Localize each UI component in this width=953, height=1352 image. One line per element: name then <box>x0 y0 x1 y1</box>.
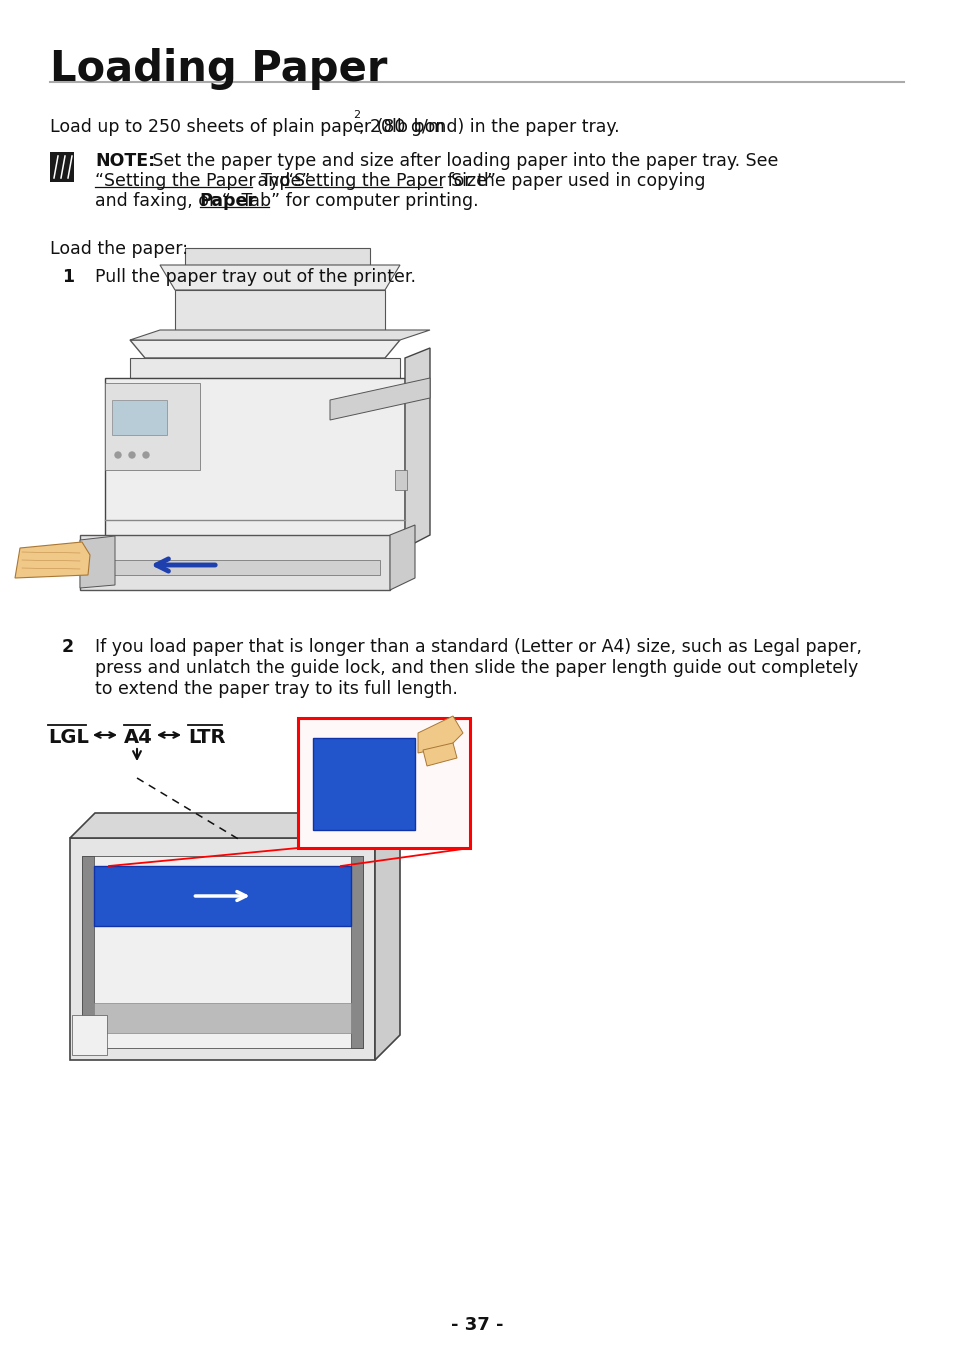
Polygon shape <box>82 856 363 1048</box>
Polygon shape <box>130 339 399 358</box>
Bar <box>297 718 470 848</box>
Text: for the paper used in copying: for the paper used in copying <box>441 172 705 191</box>
Text: Paper: Paper <box>199 192 256 210</box>
Text: press and unlatch the guide lock, and then slide the paper length guide out comp: press and unlatch the guide lock, and th… <box>95 658 858 677</box>
Text: 1: 1 <box>62 268 74 287</box>
Text: and: and <box>252 172 295 191</box>
Text: LGL: LGL <box>48 727 89 748</box>
Polygon shape <box>130 358 399 379</box>
Circle shape <box>143 452 149 458</box>
Text: Tab” for computer printing.: Tab” for computer printing. <box>236 192 478 210</box>
Polygon shape <box>80 535 390 589</box>
Polygon shape <box>390 525 415 589</box>
Text: If you load paper that is longer than a standard (Letter or A4) size, such as Le: If you load paper that is longer than a … <box>95 638 862 656</box>
Polygon shape <box>15 542 90 579</box>
Polygon shape <box>174 289 385 339</box>
Polygon shape <box>375 813 399 1060</box>
Text: Load up to 250 sheets of plain paper (80 g/m: Load up to 250 sheets of plain paper (80… <box>50 118 444 137</box>
Bar <box>90 560 379 575</box>
Text: Load the paper:: Load the paper: <box>50 241 188 258</box>
Text: 2: 2 <box>353 110 359 120</box>
Circle shape <box>115 452 121 458</box>
Circle shape <box>129 452 135 458</box>
Text: LTR: LTR <box>188 727 225 748</box>
Text: - 37 -: - 37 - <box>450 1315 503 1334</box>
Polygon shape <box>105 383 200 470</box>
Text: to extend the paper tray to its full length.: to extend the paper tray to its full len… <box>95 680 457 698</box>
Polygon shape <box>330 379 430 420</box>
Text: , 20lb bond) in the paper tray.: , 20lb bond) in the paper tray. <box>358 118 618 137</box>
Text: A4: A4 <box>124 727 152 748</box>
Polygon shape <box>80 535 115 588</box>
Text: Pull the paper tray out of the printer.: Pull the paper tray out of the printer. <box>95 268 416 287</box>
Polygon shape <box>160 265 399 289</box>
Polygon shape <box>130 330 430 339</box>
Text: “Setting the Paper Type”: “Setting the Paper Type” <box>95 172 310 191</box>
Text: Loading Paper: Loading Paper <box>50 49 387 91</box>
Polygon shape <box>94 867 351 926</box>
Polygon shape <box>70 838 375 1060</box>
Polygon shape <box>105 379 405 548</box>
Polygon shape <box>417 717 462 753</box>
Text: NOTE:: NOTE: <box>95 151 155 170</box>
Bar <box>71 1015 107 1055</box>
Bar <box>50 151 74 183</box>
Text: Set the paper type and size after loading paper into the paper tray. See: Set the paper type and size after loadin… <box>147 151 778 170</box>
Bar <box>299 721 468 846</box>
Polygon shape <box>313 738 415 830</box>
Polygon shape <box>94 1003 351 1033</box>
Polygon shape <box>70 813 399 838</box>
Text: and faxing, or “: and faxing, or “ <box>95 192 231 210</box>
Polygon shape <box>82 856 94 1048</box>
Text: 2: 2 <box>62 638 74 656</box>
Text: “Setting the Paper Size”: “Setting the Paper Size” <box>285 172 496 191</box>
Polygon shape <box>351 856 363 1048</box>
Bar <box>395 470 407 489</box>
Bar <box>112 400 167 435</box>
Polygon shape <box>422 744 456 767</box>
Polygon shape <box>185 247 370 265</box>
Polygon shape <box>405 347 430 548</box>
